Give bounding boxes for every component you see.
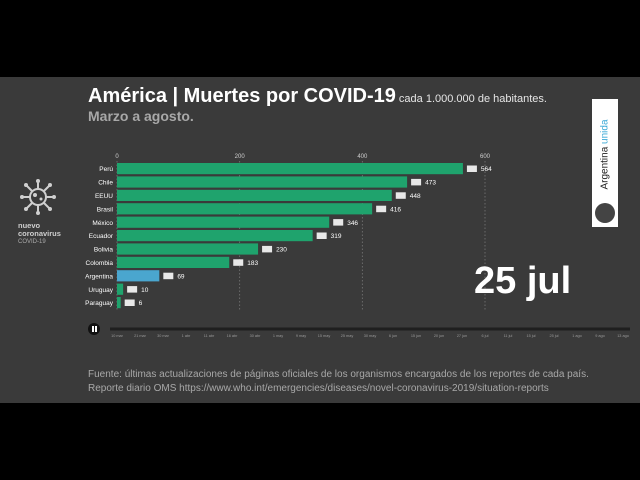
bar xyxy=(117,163,463,175)
flag-icon xyxy=(411,178,422,186)
category-label: EEUU xyxy=(95,193,113,200)
x-tick-label: 400 xyxy=(357,154,368,160)
virus-icon xyxy=(20,179,56,215)
flag-icon xyxy=(376,205,387,213)
value-label: 230 xyxy=(276,247,287,254)
category-label: Bolivia xyxy=(94,247,114,254)
x-tick-label: 200 xyxy=(235,154,246,160)
argentina-unida-badge: Argentina unida xyxy=(592,99,618,227)
category-label: Chile xyxy=(98,180,113,187)
value-label: 473 xyxy=(425,180,436,187)
bar xyxy=(117,176,408,188)
flag-icon xyxy=(316,232,327,239)
flag-icon xyxy=(127,286,138,293)
bar xyxy=(117,297,121,309)
chart-title: América | Muertes por COVID-19 cada 1.000… xyxy=(88,85,547,107)
logo-line3: COVID-19 xyxy=(18,239,46,245)
bar xyxy=(117,283,124,295)
source-line1: Fuente: últimas actualizaciones de págin… xyxy=(88,369,589,380)
value-label: 448 xyxy=(410,193,421,200)
timeline-label: 27 jun xyxy=(457,334,467,338)
timeline-label: 13 ago xyxy=(617,334,629,338)
timeline-label: 1 ago xyxy=(572,334,582,338)
value-label: 6 xyxy=(139,300,143,307)
timeline-label: 10 mar xyxy=(111,334,124,338)
bar xyxy=(117,189,392,201)
timeline-label: 11 abr xyxy=(204,334,215,338)
seal-icon xyxy=(595,203,615,223)
value-label: 319 xyxy=(331,233,342,240)
value-label: 183 xyxy=(247,260,258,267)
bar-chart: 0 200 400 600 Perú 564 Chile 473 EEUU 448 Brasil 41… xyxy=(85,154,630,338)
bar xyxy=(117,243,259,255)
timeline-label: 6 jul xyxy=(482,334,489,338)
value-label: 69 xyxy=(177,273,185,280)
timeline-label: 15 may xyxy=(318,334,331,338)
x-tick-label: 600 xyxy=(480,154,491,160)
category-label: Brasil xyxy=(97,206,114,213)
timeline-label: 15 jun xyxy=(411,334,421,338)
category-label: Ecuador xyxy=(89,233,114,240)
logo-line1: nuevo xyxy=(18,221,41,230)
logo-line2: coronavirus xyxy=(18,229,61,238)
timeline-label: 6 jun xyxy=(389,334,397,338)
category-label: Uruguay xyxy=(88,287,113,294)
flag-icon xyxy=(163,272,174,280)
current-date: 25 jul xyxy=(474,260,572,302)
category-label: Argentina xyxy=(85,273,113,280)
category-label: Perú xyxy=(99,166,113,173)
timeline-label: 30 abr xyxy=(250,334,262,338)
timeline-label: 9 ago xyxy=(595,334,605,338)
category-label: México xyxy=(92,220,113,227)
timeline-label: 16 abr xyxy=(227,334,239,338)
value-label: 564 xyxy=(481,166,492,173)
timeline-label: 30 mar xyxy=(157,334,170,338)
timeline-label: 25 jul xyxy=(549,334,558,338)
bar xyxy=(117,216,330,228)
bar xyxy=(117,203,373,215)
timeline-label: 1 may xyxy=(273,334,283,338)
flag-icon xyxy=(333,219,344,226)
chart-frame: América | Muertes por COVID-19 cada 1.000… xyxy=(0,77,640,403)
value-label: 346 xyxy=(347,220,358,227)
x-tick-label: 0 xyxy=(115,154,119,160)
flag-icon xyxy=(466,165,477,172)
bar xyxy=(117,256,230,268)
timeline-label: 25 may xyxy=(341,334,354,338)
value-label: 10 xyxy=(141,287,149,294)
timeline-label: 11 jul xyxy=(504,334,513,338)
flag-icon xyxy=(233,259,244,266)
flag-icon xyxy=(262,245,273,253)
timeline-label: 20 jun xyxy=(434,334,444,338)
category-label: Paraguay xyxy=(85,300,114,307)
chart-subtitle: cada 1.000.000 de habitantes. xyxy=(398,93,547,105)
timeline-label: 1 abr xyxy=(182,334,191,338)
category-label: Colombia xyxy=(86,260,114,267)
timeline-label: 30 may xyxy=(364,334,377,338)
flag-icon xyxy=(124,299,135,306)
chart-period: Marzo a agosto. xyxy=(88,108,194,124)
pause-button[interactable] xyxy=(88,323,100,335)
bar xyxy=(117,270,160,282)
timeline-label: 15 jul xyxy=(526,334,535,338)
source-note: Fuente: últimas actualizaciones de págin… xyxy=(88,368,589,396)
timeline-label: 9 may xyxy=(296,334,306,338)
timeline-label: 21 mar xyxy=(134,334,147,338)
source-line2: Reporte diario OMS https://www.who.int/e… xyxy=(88,383,549,394)
coronavirus-logo: nuevo coronavirus COVID-19 xyxy=(18,177,74,246)
value-label: 416 xyxy=(390,206,401,213)
flag-icon xyxy=(395,192,406,199)
bar xyxy=(117,230,313,242)
